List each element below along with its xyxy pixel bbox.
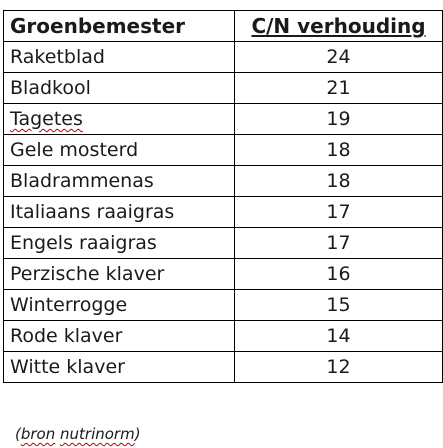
row-name: Bladrammenas xyxy=(3,165,235,197)
table-row: Perzische klaver 16 xyxy=(3,258,443,290)
row-value: 21 xyxy=(234,72,443,104)
row-value: 18 xyxy=(234,165,443,197)
row-value: 14 xyxy=(234,320,443,352)
cn-ratio-table: Groenbemester C/N verhouding Raketblad 2… xyxy=(3,10,443,383)
table-row: Raketblad 24 xyxy=(3,41,443,73)
row-value: 19 xyxy=(234,103,443,135)
source-word-nutrinorm: nutrinorm xyxy=(60,425,135,443)
table-row: Winterrogge 15 xyxy=(3,289,443,321)
row-value: 12 xyxy=(234,351,443,383)
table-row: Witte klaver 12 xyxy=(3,351,443,383)
row-name: Witte klaver xyxy=(3,351,235,383)
table-row: Engels raaigras 17 xyxy=(3,227,443,259)
row-value: 15 xyxy=(234,289,443,321)
row-name: Perzische klaver xyxy=(3,258,235,290)
table-row: Rode klaver 14 xyxy=(3,320,443,352)
table-row: Bladrammenas 18 xyxy=(3,165,443,197)
row-name: Rode klaver xyxy=(3,320,235,352)
row-value: 17 xyxy=(234,227,443,259)
row-name: Tagetes xyxy=(3,103,235,135)
source-caption: (bron nutrinorm) xyxy=(15,425,141,443)
source-word-bron: bron xyxy=(20,425,56,443)
row-name: Raketblad xyxy=(3,41,235,73)
table-row: Gele mosterd 18 xyxy=(3,134,443,166)
row-name: Bladkool xyxy=(3,72,235,104)
row-name: Winterrogge xyxy=(3,289,235,321)
row-name: Engels raaigras xyxy=(3,227,235,259)
header-groenbemester: Groenbemester xyxy=(3,10,235,42)
row-value: 17 xyxy=(234,196,443,228)
table-row: Bladkool 21 xyxy=(3,72,443,104)
header-cn-verhouding: C/N verhouding xyxy=(234,10,443,42)
row-name: Gele mosterd xyxy=(3,134,235,166)
row-value: 18 xyxy=(234,134,443,166)
table-row: Tagetes 19 xyxy=(3,103,443,135)
row-value: 16 xyxy=(234,258,443,290)
row-name: Italiaans raaigras xyxy=(3,196,235,228)
source-open-paren: ( xyxy=(15,425,21,443)
spellcheck-word: Tagetes xyxy=(10,108,83,130)
source-close-paren: ) xyxy=(134,425,141,443)
table-header-row: Groenbemester C/N verhouding xyxy=(3,10,443,42)
row-value: 24 xyxy=(234,41,443,73)
table-row: Italiaans raaigras 17 xyxy=(3,196,443,228)
